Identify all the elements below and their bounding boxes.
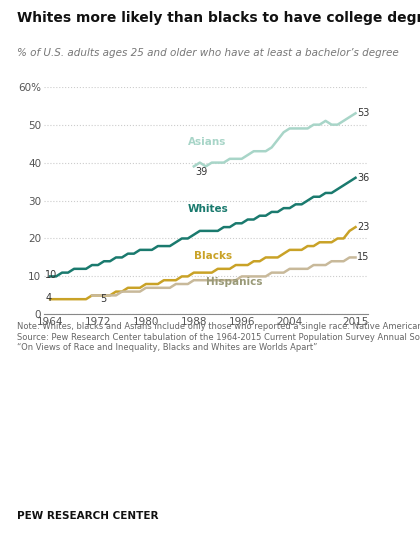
Text: 23: 23	[357, 222, 370, 232]
Text: Hispanics: Hispanics	[206, 277, 262, 287]
Text: Asians: Asians	[188, 138, 226, 147]
Text: 39: 39	[196, 167, 208, 177]
Text: 5: 5	[100, 294, 106, 304]
Text: Whites more likely than blacks to have college degree: Whites more likely than blacks to have c…	[17, 11, 420, 25]
Text: PEW RESEARCH CENTER: PEW RESEARCH CENTER	[17, 512, 158, 521]
Text: 10: 10	[45, 269, 58, 280]
Text: Note: Whites, blacks and Asians include only those who reported a single race. N: Note: Whites, blacks and Asians include …	[17, 322, 420, 352]
Text: 36: 36	[357, 173, 370, 183]
Text: Whites: Whites	[188, 204, 228, 214]
Text: 4: 4	[45, 293, 51, 304]
Text: 53: 53	[357, 108, 370, 118]
Text: % of U.S. adults ages 25 and older who have at least a bachelor’s degree: % of U.S. adults ages 25 and older who h…	[17, 48, 399, 57]
Text: 15: 15	[357, 253, 370, 262]
Text: Blacks: Blacks	[194, 251, 232, 261]
